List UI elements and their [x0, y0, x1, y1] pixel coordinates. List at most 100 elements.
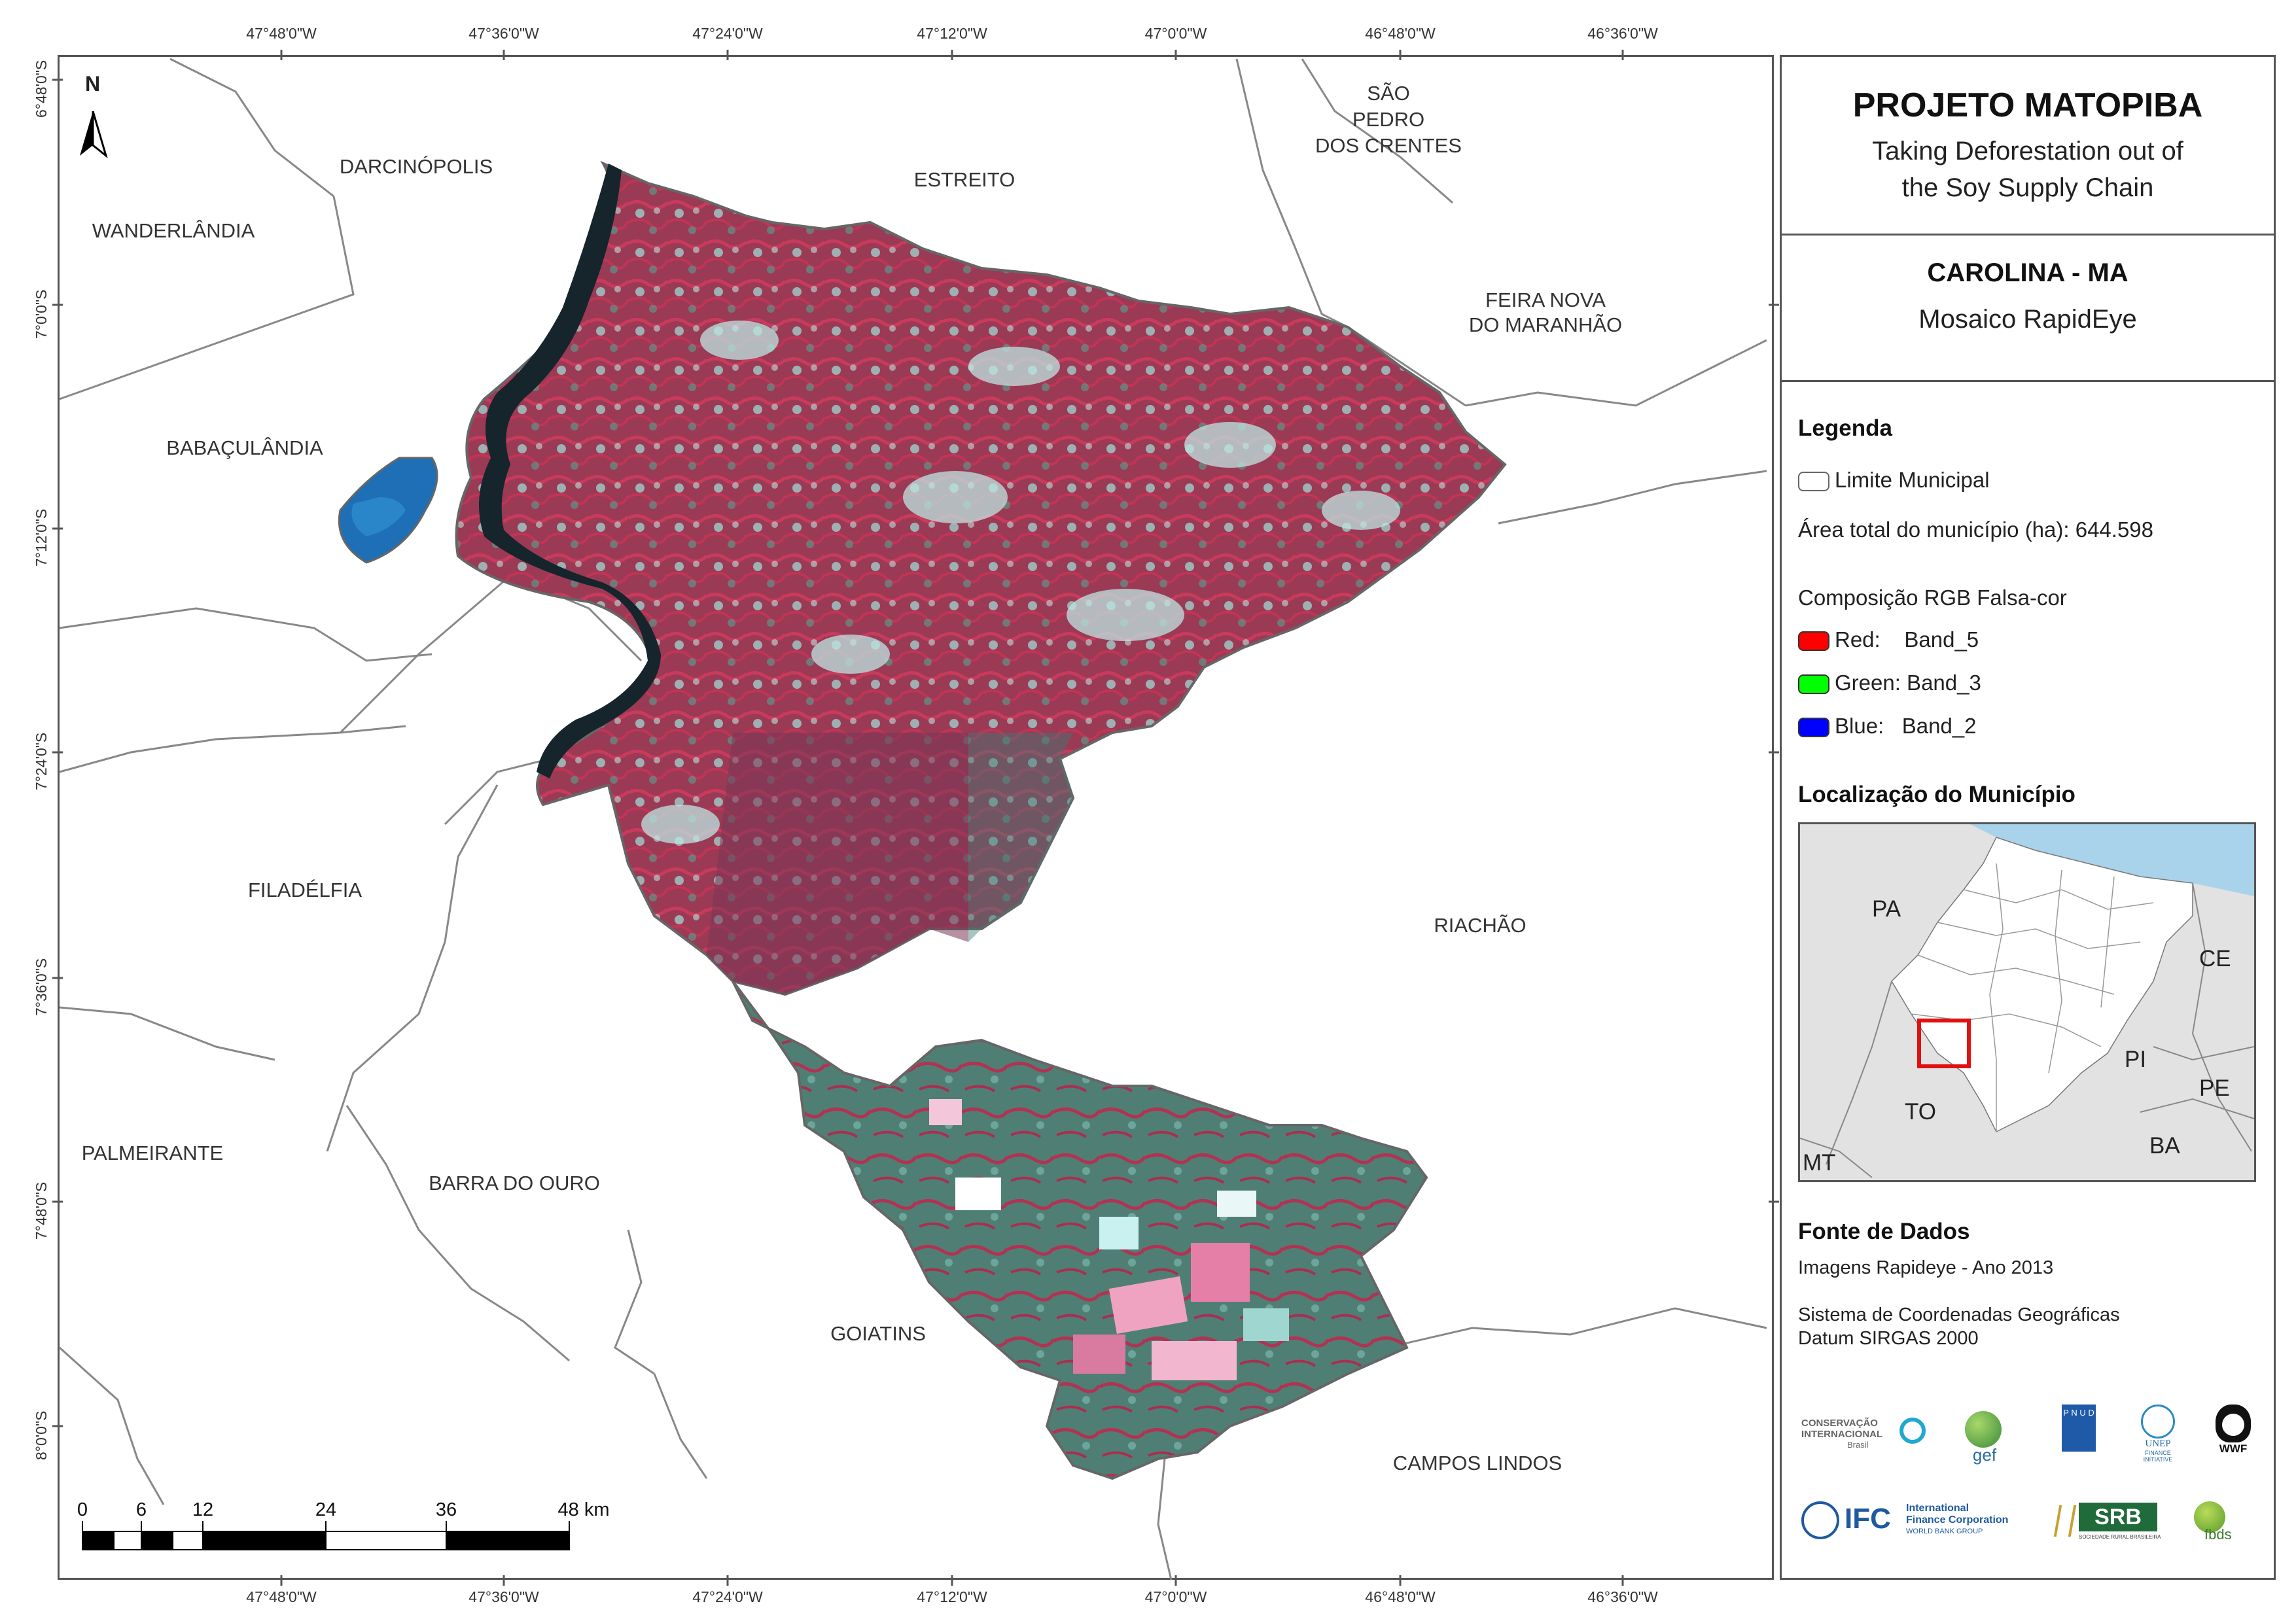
unep-fi-logo: UNEP FINANCE INITIATIVE	[2128, 1405, 2187, 1470]
label-sao-pedro-1: SÃO	[1367, 82, 1410, 105]
srb-sub-text: SOCIEDADE RURAL BRASILEIRA	[2079, 1534, 2161, 1540]
label-filadelfia: FILADÉLFIA	[248, 879, 362, 901]
label-feira-nova-1: FEIRA NOVA	[1485, 288, 1606, 311]
scale-segment	[82, 1531, 115, 1550]
limite-label: Limite Municipal	[1835, 468, 1990, 492]
patch	[1067, 589, 1184, 641]
boundary-line	[59, 607, 433, 662]
bottom-tick-label: 47°36'0"W	[468, 1588, 539, 1605]
location-inset-map: PA CE PI PE TO BA MT	[1798, 822, 2256, 1182]
label-to: TO	[1905, 1099, 1936, 1125]
label-palmeirante: PALMEIRANTE	[81, 1142, 224, 1164]
field	[1108, 1276, 1188, 1335]
top-tick-label: 47°12'0"W	[917, 25, 987, 42]
label-babaculandia: BABAÇULÂNDIA	[166, 436, 323, 459]
left-tick-label: 7°0'0"S	[33, 289, 50, 339]
ifc-logo: IFC International Finance Corporation WO…	[1801, 1496, 2043, 1548]
field	[1152, 1341, 1237, 1380]
top-tick-label: 47°24'0"W	[692, 25, 763, 42]
label-wanderlandia: WANDERLÂNDIA	[92, 219, 255, 242]
maranhao-state	[1891, 837, 2193, 1133]
legend-item-limite: Limite Municipal	[1798, 468, 1990, 493]
boundary-line	[1157, 1458, 1173, 1580]
left-tick-label: 7°48'0"S	[33, 1181, 50, 1240]
gef-text: gef	[1972, 1445, 1997, 1465]
ci-circle-icon	[1899, 1418, 1926, 1444]
patch	[1184, 422, 1276, 468]
gef-globe-icon	[1965, 1411, 2002, 1448]
boundary-line	[1465, 339, 1767, 407]
scale-segment	[172, 1531, 203, 1550]
fbds-text: fbds	[2204, 1526, 2232, 1543]
scale-label: 12	[192, 1499, 214, 1520]
undp-box: P N U D	[2062, 1405, 2096, 1452]
state-boundary	[1800, 1138, 1873, 1178]
reservoir-blue-2	[351, 497, 406, 536]
divider	[1782, 234, 2274, 236]
patch	[641, 805, 720, 844]
legend-item-red: Red: Band_5	[1798, 627, 1979, 652]
boundary-line	[614, 1229, 655, 1375]
scale-bar	[82, 1521, 570, 1550]
limite-swatch	[1798, 472, 1829, 492]
ifc-text-1: International	[1906, 1503, 1969, 1514]
unep-text-1: UNEP	[2145, 1439, 2171, 1449]
location-heading: Localização do Município	[1798, 782, 2075, 807]
bottom-tick-label: 47°0'0"W	[1144, 1588, 1207, 1605]
inset-boundary	[2100, 876, 2115, 1008]
top-tick-label: 47°36'0"W	[468, 25, 539, 42]
field	[1073, 1335, 1125, 1374]
boundary-line	[59, 196, 355, 400]
north-arrow-left	[80, 111, 93, 156]
unep-text-3: INITIATIVE	[2143, 1456, 2173, 1463]
bottom-tick-label: 46°36'0"W	[1587, 1588, 1658, 1605]
inset-boundaries	[1911, 863, 2154, 1132]
ci-text-3: Brasil	[1847, 1440, 1869, 1450]
wwf-text: WWF	[2219, 1442, 2248, 1455]
ifc-text-2: Finance Corporation	[1906, 1514, 2009, 1526]
inset-svg	[1800, 824, 2254, 1178]
source-line-3: Datum SIRGAS 2000	[1798, 1328, 1979, 1349]
wheat-icon	[2053, 1505, 2077, 1537]
ci-text-1: CONSERVAÇÃO	[1801, 1418, 1878, 1429]
boundary-line	[1301, 58, 1453, 204]
scale-label: 48 km	[557, 1499, 610, 1520]
label-barra-do-ouro: BARRA DO OURO	[429, 1172, 600, 1195]
blue-swatch	[1798, 718, 1829, 738]
field	[1191, 1243, 1250, 1302]
band-red-label: Red: Band_5	[1835, 627, 1979, 652]
srb-logo: SRB SOCIEDADE RURAL BRASILEIRA	[2053, 1503, 2168, 1548]
ci-text-2: INTERNACIONAL	[1801, 1429, 1883, 1440]
bottom-tick-label: 47°48'0"W	[246, 1588, 317, 1605]
patch	[968, 347, 1060, 386]
scale-label: 36	[435, 1499, 457, 1520]
label-sao-pedro-2: PEDRO	[1352, 108, 1425, 131]
srb-text: SRB	[2079, 1503, 2157, 1531]
project-subtitle-1: Taking Deforestation out of	[1872, 137, 2183, 166]
field	[1243, 1308, 1289, 1341]
label-sao-pedro-3: DOS CRENTES	[1315, 134, 1462, 157]
legend-item-blue: Blue: Band_2	[1798, 714, 1977, 739]
boundary-line	[1235, 58, 1466, 407]
location-highlight	[1917, 1019, 1971, 1068]
inset-boundary	[1911, 1013, 2102, 1047]
map-canvas	[52, 50, 1779, 1586]
gef-logo: gef	[1958, 1411, 2011, 1470]
ifc-text: IFC	[1845, 1503, 1891, 1535]
municipality-south	[732, 980, 1428, 1480]
north-arrow-right	[92, 111, 108, 159]
band-blue-label: Blue: Band_2	[1835, 714, 1977, 738]
boundary-line	[169, 58, 334, 198]
label-mt: MT	[1803, 1150, 1836, 1176]
left-tick-label: 7°12'0"S	[33, 508, 50, 567]
label-campos-lindos: CAMPOS LINDOS	[1392, 1452, 1563, 1475]
red-swatch	[1798, 631, 1829, 652]
scale-label: 0	[77, 1499, 88, 1520]
undp-logo: P N U D	[2057, 1405, 2102, 1470]
mosaic-label: Mosaico RapidEye	[1918, 305, 2137, 334]
legend-heading: Legenda	[1798, 415, 1892, 441]
ifc-text-3: WORLD BANK GROUP	[1906, 1527, 1983, 1535]
label-pe: PE	[2199, 1075, 2230, 1101]
wwf-logo: WWF	[2207, 1405, 2259, 1470]
field	[955, 1178, 1001, 1210]
